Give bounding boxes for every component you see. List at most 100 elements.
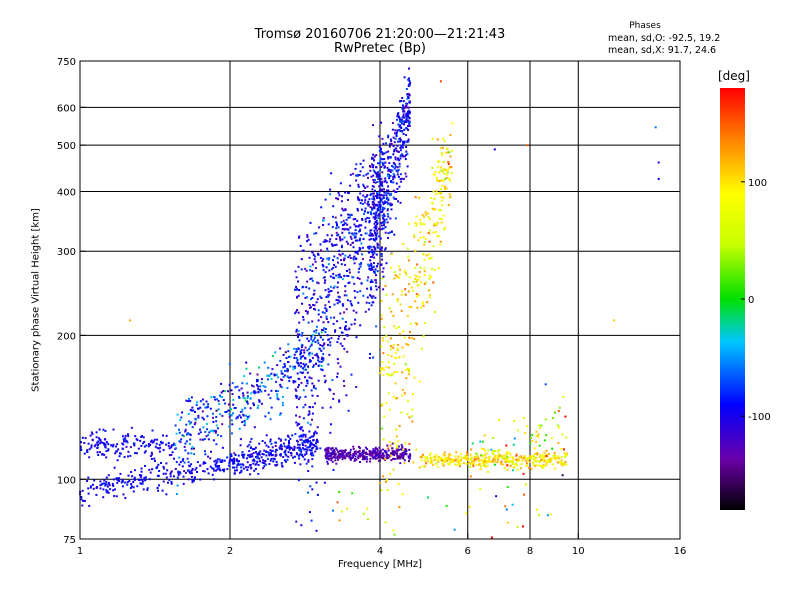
data-point xyxy=(287,455,290,458)
data-point xyxy=(408,84,411,87)
data-point xyxy=(311,279,314,282)
data-point xyxy=(264,460,267,463)
data-point xyxy=(116,479,119,482)
data-point xyxy=(335,243,338,246)
data-point xyxy=(385,365,388,368)
data-point xyxy=(139,482,142,485)
data-point xyxy=(380,253,383,255)
data-point xyxy=(300,438,303,441)
data-point xyxy=(134,469,136,472)
data-point xyxy=(359,170,362,173)
data-point xyxy=(441,154,444,156)
data-point xyxy=(394,132,396,135)
data-point xyxy=(404,104,407,107)
data-point xyxy=(424,322,426,325)
data-point xyxy=(401,293,404,296)
data-point xyxy=(336,234,339,237)
data-point xyxy=(391,122,394,124)
data-point xyxy=(362,452,364,455)
data-point xyxy=(355,336,358,339)
data-point xyxy=(251,455,254,458)
data-point xyxy=(348,271,351,274)
data-point xyxy=(279,438,282,441)
data-point xyxy=(308,511,311,514)
data-point xyxy=(137,447,140,450)
data-point xyxy=(399,457,402,460)
data-point xyxy=(129,487,132,489)
data-point xyxy=(351,492,354,495)
data-point xyxy=(329,188,332,191)
data-point xyxy=(457,456,460,459)
data-point xyxy=(484,465,487,468)
data-point xyxy=(195,404,198,406)
data-point xyxy=(394,457,397,460)
data-point xyxy=(266,378,269,381)
data-point xyxy=(300,381,303,384)
data-point xyxy=(294,380,297,383)
data-point xyxy=(387,134,390,137)
data-point xyxy=(349,448,352,451)
data-point xyxy=(258,366,260,369)
data-point xyxy=(148,478,151,481)
data-point xyxy=(144,479,147,482)
data-point xyxy=(431,137,434,140)
data-point xyxy=(386,175,389,178)
data-point xyxy=(393,533,396,536)
data-point xyxy=(505,452,508,455)
data-point xyxy=(333,255,336,258)
y-tick-label: 75 xyxy=(63,535,76,546)
data-point xyxy=(468,462,471,464)
data-point xyxy=(390,208,393,211)
data-point xyxy=(505,444,508,447)
data-point xyxy=(538,514,541,517)
data-point xyxy=(182,435,185,438)
data-point xyxy=(231,382,234,385)
data-point xyxy=(319,295,322,298)
data-point xyxy=(375,213,378,216)
data-point xyxy=(208,431,211,434)
data-point xyxy=(394,137,397,140)
data-point xyxy=(548,461,551,464)
data-point xyxy=(252,402,255,405)
data-point xyxy=(392,344,395,346)
data-point xyxy=(402,453,405,456)
data-point xyxy=(337,337,340,340)
data-point xyxy=(347,451,350,454)
data-point xyxy=(317,313,320,316)
data-point xyxy=(537,435,539,438)
data-point xyxy=(342,219,345,222)
data-point xyxy=(279,412,282,415)
data-point xyxy=(102,488,105,491)
data-point xyxy=(302,433,305,436)
data-point xyxy=(384,231,387,234)
data-point xyxy=(405,154,408,156)
data-point xyxy=(216,398,218,401)
data-point xyxy=(465,458,468,461)
data-point xyxy=(202,470,205,472)
data-points xyxy=(79,67,660,539)
data-point xyxy=(335,197,338,200)
data-point xyxy=(354,455,357,458)
data-point xyxy=(90,444,93,447)
data-point xyxy=(513,437,516,440)
data-point xyxy=(382,207,385,210)
data-point xyxy=(338,194,341,197)
data-point xyxy=(297,362,300,364)
data-point xyxy=(315,331,318,334)
data-point xyxy=(401,290,404,293)
data-point xyxy=(376,457,379,460)
data-point xyxy=(502,463,505,466)
data-point xyxy=(233,466,236,469)
data-point xyxy=(300,454,303,457)
data-point xyxy=(392,468,395,471)
data-point xyxy=(493,458,496,461)
data-point xyxy=(361,166,364,169)
data-point xyxy=(379,206,382,209)
outlier-point xyxy=(493,148,496,151)
data-point xyxy=(397,115,400,118)
data-point xyxy=(483,454,485,457)
data-point xyxy=(311,270,314,272)
data-point xyxy=(270,406,273,409)
data-point xyxy=(440,458,443,460)
